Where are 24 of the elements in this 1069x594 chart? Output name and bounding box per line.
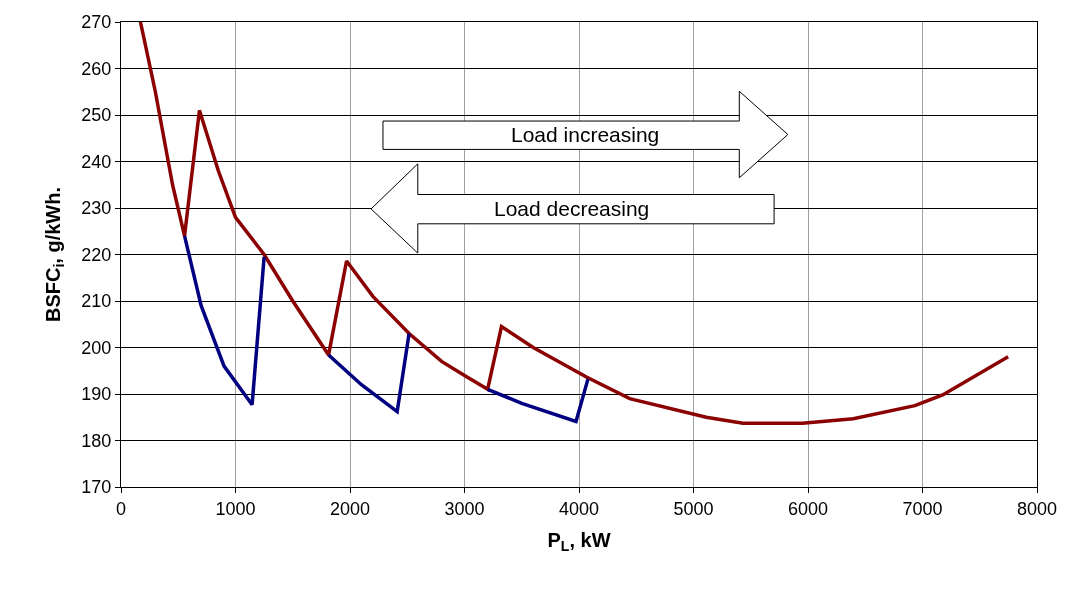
annotation: Load decreasing	[494, 197, 650, 220]
x-axis-title: P$_{L}$, kW	[547, 529, 611, 555]
x-tick-label: 3000	[444, 498, 485, 519]
x-tick-label: 6000	[787, 498, 829, 519]
y-tick-label: 220	[81, 244, 112, 265]
y-tick-label: 250	[81, 105, 112, 126]
x-tick-label: 7000	[902, 498, 943, 519]
x-tick-label: 1000	[215, 498, 256, 519]
y-tick-label: 240	[81, 151, 112, 172]
y-tick-label: 260	[81, 58, 112, 79]
x-tick-label: 5000	[673, 498, 714, 519]
y-tick-label: 210	[81, 291, 112, 312]
y-tick-label: 200	[81, 337, 112, 358]
x-tick-label: 2000	[329, 498, 371, 519]
line-series	[138, 22, 1010, 426]
y-tick-label: 180	[81, 430, 112, 451]
y-tick-label: 230	[81, 198, 112, 219]
y-tick-label: 270	[81, 12, 112, 33]
x-tick-label: 8000	[1016, 498, 1058, 519]
y-tick-label: 170	[81, 477, 112, 498]
x-tick-label: 0	[115, 498, 127, 519]
annotation: Load increasing	[511, 123, 660, 146]
x-tick-label: 4000	[558, 498, 600, 519]
y-tick-label: 190	[81, 384, 112, 405]
